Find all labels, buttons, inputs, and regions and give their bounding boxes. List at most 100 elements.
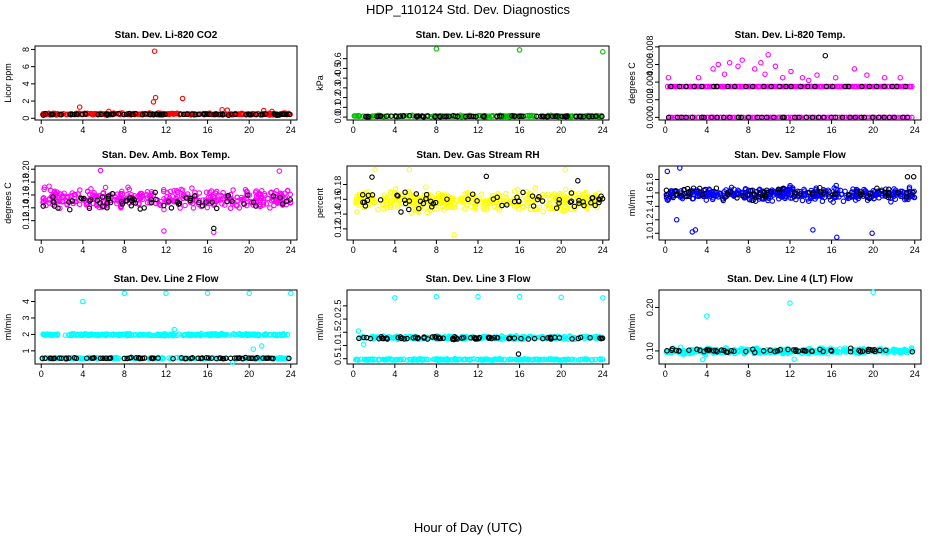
data-point xyxy=(562,186,569,193)
data-point xyxy=(52,331,58,338)
data-point xyxy=(830,199,836,205)
data-point xyxy=(203,354,210,361)
x-tick-label: 12 xyxy=(785,125,795,135)
data-point xyxy=(515,356,522,363)
x-tick-label: 4 xyxy=(80,369,85,379)
data-point xyxy=(731,348,737,354)
data-point xyxy=(749,83,756,90)
x-tick-label: 20 xyxy=(244,369,254,379)
data-point xyxy=(247,332,254,338)
x-tick-label: 0 xyxy=(663,125,668,135)
data-point xyxy=(834,234,840,241)
data-point xyxy=(791,356,797,362)
data-point xyxy=(872,114,878,121)
data-point xyxy=(95,111,101,118)
figure-title: HDP_110124 Std. Dev. Diagnostics xyxy=(366,2,571,17)
data-point xyxy=(433,293,440,300)
data-point xyxy=(859,83,865,90)
data-point xyxy=(791,193,797,199)
points xyxy=(663,289,916,363)
data-point xyxy=(153,196,159,203)
data-point xyxy=(685,83,691,90)
data-point xyxy=(267,205,273,211)
data-point xyxy=(198,355,204,362)
x-tick-label: 12 xyxy=(161,369,171,379)
data-point xyxy=(525,336,532,342)
data-point xyxy=(440,196,447,203)
data-point xyxy=(689,350,695,356)
data-point xyxy=(217,355,223,361)
y-tick-label: 1.4 xyxy=(645,200,655,213)
data-point xyxy=(673,217,680,223)
data-point xyxy=(803,114,810,121)
data-point xyxy=(488,113,495,120)
data-point xyxy=(770,114,777,121)
data-point xyxy=(41,184,48,190)
plot-frame xyxy=(34,45,298,121)
data-point xyxy=(41,186,47,193)
data-point xyxy=(128,203,135,209)
data-point xyxy=(847,349,854,355)
data-point xyxy=(462,113,469,120)
data-point xyxy=(152,189,158,196)
data-point xyxy=(668,83,674,90)
y-tick-label: 1.0 xyxy=(645,227,655,240)
data-point xyxy=(820,348,826,355)
data-point xyxy=(576,113,582,120)
x-tick-label: 4 xyxy=(704,245,709,255)
data-point xyxy=(250,202,256,208)
data-point xyxy=(80,298,86,305)
plot-frame xyxy=(346,45,610,121)
data-point xyxy=(598,335,604,342)
data-point xyxy=(204,290,211,297)
data-point xyxy=(843,114,850,121)
data-point xyxy=(599,113,605,120)
data-point xyxy=(721,188,727,195)
y-tick-label: 1.5 xyxy=(333,326,343,339)
data-point xyxy=(445,193,451,199)
data-point xyxy=(542,356,548,363)
data-point xyxy=(901,347,907,353)
data-point xyxy=(876,114,882,121)
data-point xyxy=(462,206,468,212)
data-point xyxy=(847,114,853,121)
data-point xyxy=(372,166,378,173)
data-point xyxy=(564,205,571,212)
y-tick-label: 0.18 xyxy=(333,176,343,194)
data-point xyxy=(413,191,420,197)
data-point xyxy=(756,114,763,121)
data-point xyxy=(234,355,240,361)
data-point xyxy=(85,110,92,117)
data-point xyxy=(107,331,113,338)
data-point xyxy=(124,331,130,338)
data-point xyxy=(402,189,408,196)
data-point xyxy=(571,195,577,201)
data-point xyxy=(212,111,219,118)
data-point xyxy=(248,112,254,118)
y-tick-label: 0.5 xyxy=(333,352,343,365)
data-point xyxy=(225,112,232,119)
data-point xyxy=(430,356,437,363)
data-point xyxy=(553,356,560,363)
y-axis-label: degrees C xyxy=(627,62,637,104)
data-point xyxy=(283,201,290,208)
data-point xyxy=(91,111,97,118)
data-point xyxy=(40,203,46,209)
x-tick-label: 8 xyxy=(746,125,751,135)
data-point xyxy=(481,198,488,205)
panel: Stan. Dev. Line 3 Flow 0 4 8 12 16 20 24 0.51.01… xyxy=(315,274,610,379)
data-point xyxy=(169,355,175,361)
data-point xyxy=(832,191,838,198)
data-point xyxy=(781,186,788,192)
y-tick-label: 0.0 xyxy=(333,111,343,124)
x-tick-label: 4 xyxy=(704,125,709,135)
data-point xyxy=(104,205,110,211)
data-point xyxy=(768,188,774,195)
data-point xyxy=(735,114,742,121)
data-point xyxy=(866,83,873,90)
data-point xyxy=(268,355,275,361)
data-point xyxy=(394,200,400,206)
data-point xyxy=(469,191,476,197)
data-point xyxy=(803,83,809,90)
